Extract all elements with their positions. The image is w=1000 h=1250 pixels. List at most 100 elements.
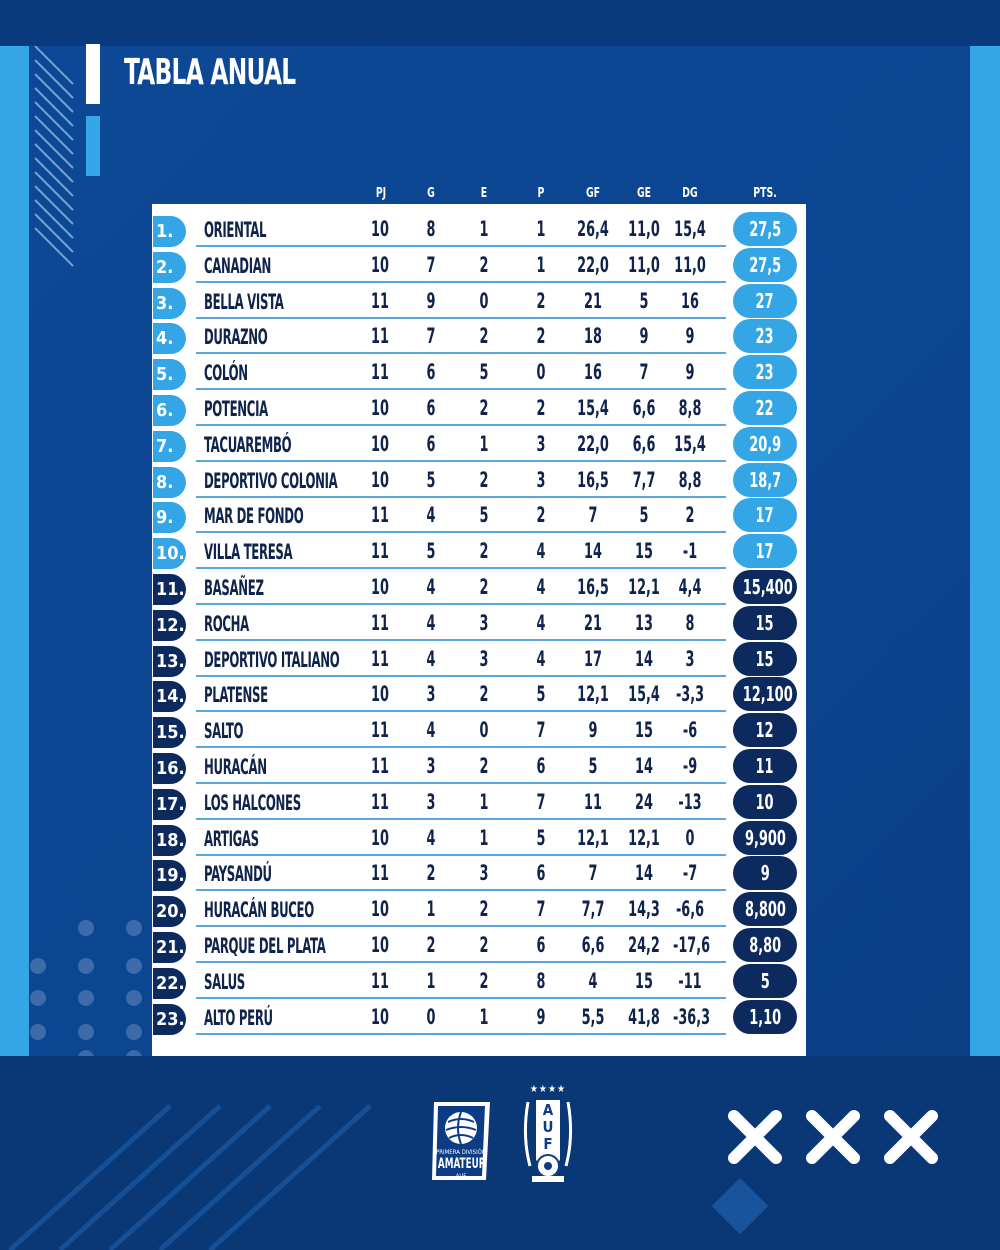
position-badge: 8. bbox=[153, 466, 186, 498]
position-badge: 13. bbox=[153, 645, 186, 677]
stat-gf: 7 bbox=[588, 861, 598, 886]
team-name: DURAZNO bbox=[204, 325, 268, 350]
stat-p: 4 bbox=[536, 575, 546, 599]
points-value: 5 bbox=[760, 968, 770, 993]
stat-e: 2 bbox=[479, 396, 489, 420]
dot-decor bbox=[78, 958, 94, 974]
amateur-league-logo: PRIMERA DIVISIÓN AMATEUR AUF bbox=[428, 1098, 494, 1186]
stat-e: 2 bbox=[479, 467, 489, 492]
team-name: PAYSANDÚ bbox=[204, 862, 272, 887]
row-divider bbox=[196, 352, 726, 355]
team-name: HURACÁN bbox=[204, 755, 267, 779]
row-divider bbox=[196, 531, 726, 534]
points-badge: 17 bbox=[733, 498, 797, 533]
stat-ge: 9 bbox=[639, 324, 649, 349]
stat-ge: 24 bbox=[635, 789, 653, 814]
stat-p: 6 bbox=[536, 754, 546, 778]
stat-ge: 11,0 bbox=[628, 252, 660, 277]
stat-dg: -11 bbox=[678, 968, 702, 993]
row-divider bbox=[196, 245, 726, 247]
position-badge: 7. bbox=[153, 430, 186, 462]
stat-g: 4 bbox=[426, 610, 436, 635]
table-row: 19. PAYSANDÚ 11 2 3 6 7 14 -7 9 bbox=[0, 856, 1000, 892]
stat-ge: 11,0 bbox=[628, 217, 660, 241]
position-badge: 9. bbox=[153, 502, 186, 534]
position-badge: 17. bbox=[153, 788, 186, 820]
stat-dg: -1 bbox=[682, 539, 698, 564]
stat-p: 2 bbox=[536, 324, 546, 349]
stat-p: 3 bbox=[536, 467, 546, 492]
position-badge: 18. bbox=[153, 824, 186, 856]
stat-pj: 11 bbox=[371, 324, 389, 349]
stat-e: 5 bbox=[479, 503, 489, 528]
amateur-text: AMATEUR bbox=[437, 1156, 486, 1172]
points-badge: 9 bbox=[733, 856, 797, 891]
position-badge: 3. bbox=[153, 287, 186, 319]
team-name: BASAÑEZ bbox=[204, 576, 264, 600]
table-row: 20. HURACÁN BUCEO 10 1 2 7 7,7 14,3 -6,6 8,800 bbox=[0, 892, 1000, 928]
row-divider bbox=[196, 710, 726, 713]
stat-dg: 16 bbox=[681, 288, 699, 313]
right-stripe bbox=[970, 46, 1000, 1056]
stat-ge: 41,8 bbox=[628, 1004, 660, 1029]
stat-pj: 11 bbox=[371, 503, 389, 528]
stat-dg: 2 bbox=[685, 503, 695, 528]
stat-pj: 10 bbox=[371, 682, 389, 707]
stat-ge: 15 bbox=[635, 968, 653, 993]
team-name: VILLA TERESA bbox=[204, 540, 293, 565]
table-row: 23. ALTO PERÚ 10 0 1 9 5,5 41,8 -36,3 1,10 bbox=[0, 999, 1000, 1036]
stat-e: 1 bbox=[479, 1004, 489, 1029]
team-name: DEPORTIVO COLONIA bbox=[204, 468, 338, 493]
points-badge: 12 bbox=[733, 713, 797, 748]
points-value: 10 bbox=[755, 789, 775, 814]
team-name: ARTIGAS bbox=[204, 826, 259, 851]
stat-gf: 12,1 bbox=[577, 682, 609, 707]
row-divider bbox=[196, 961, 726, 963]
stat-g: 4 bbox=[426, 646, 436, 671]
stat-dg: -6,6 bbox=[675, 897, 705, 922]
points-value: 22 bbox=[755, 396, 775, 420]
row-divider bbox=[196, 889, 726, 892]
stat-g: 7 bbox=[426, 252, 436, 277]
points-value: 15 bbox=[755, 646, 775, 671]
stat-gf: 21 bbox=[584, 610, 602, 635]
stat-g: 4 bbox=[426, 503, 436, 528]
row-divider bbox=[196, 782, 726, 784]
position-badge: 2. bbox=[153, 251, 186, 283]
stat-dg: 15,4 bbox=[674, 431, 706, 456]
stat-pj: 11 bbox=[371, 789, 389, 814]
stat-e: 2 bbox=[479, 933, 489, 957]
row-divider bbox=[196, 674, 726, 677]
points-badge: 5 bbox=[733, 963, 797, 998]
stat-g: 4 bbox=[426, 718, 436, 743]
stat-g: 3 bbox=[426, 682, 436, 707]
stat-p: 7 bbox=[536, 718, 546, 743]
stat-e: 2 bbox=[479, 252, 489, 277]
points-badge: 27,5 bbox=[733, 247, 797, 282]
stat-gf: 21 bbox=[584, 288, 602, 313]
top-band bbox=[0, 0, 1000, 46]
dot-decor bbox=[126, 1024, 142, 1040]
stat-pj: 10 bbox=[371, 575, 389, 599]
position-badge: 15. bbox=[153, 717, 186, 749]
stat-p: 1 bbox=[536, 217, 546, 241]
header-e: E bbox=[480, 186, 488, 201]
position-badge: 22. bbox=[153, 967, 186, 999]
dot-decor bbox=[78, 1024, 94, 1040]
team-name: PARQUE DEL PLATA bbox=[204, 934, 326, 958]
position-badge: 23. bbox=[153, 1003, 186, 1035]
stat-pj: 11 bbox=[371, 861, 389, 886]
footer-band bbox=[0, 1056, 1000, 1250]
stat-p: 4 bbox=[536, 646, 546, 671]
row-divider bbox=[196, 316, 726, 319]
points-badge: 8,80 bbox=[733, 928, 797, 962]
points-badge: 27 bbox=[733, 283, 797, 318]
stat-e: 3 bbox=[479, 646, 489, 671]
stat-e: 3 bbox=[479, 610, 489, 635]
stat-p: 6 bbox=[536, 861, 546, 886]
points-value: 9 bbox=[760, 861, 770, 886]
team-name: MAR DE FONDO bbox=[204, 504, 304, 529]
row-divider bbox=[196, 925, 726, 928]
stat-dg: 8,8 bbox=[678, 467, 702, 492]
points-badge: 1,10 bbox=[733, 999, 797, 1034]
